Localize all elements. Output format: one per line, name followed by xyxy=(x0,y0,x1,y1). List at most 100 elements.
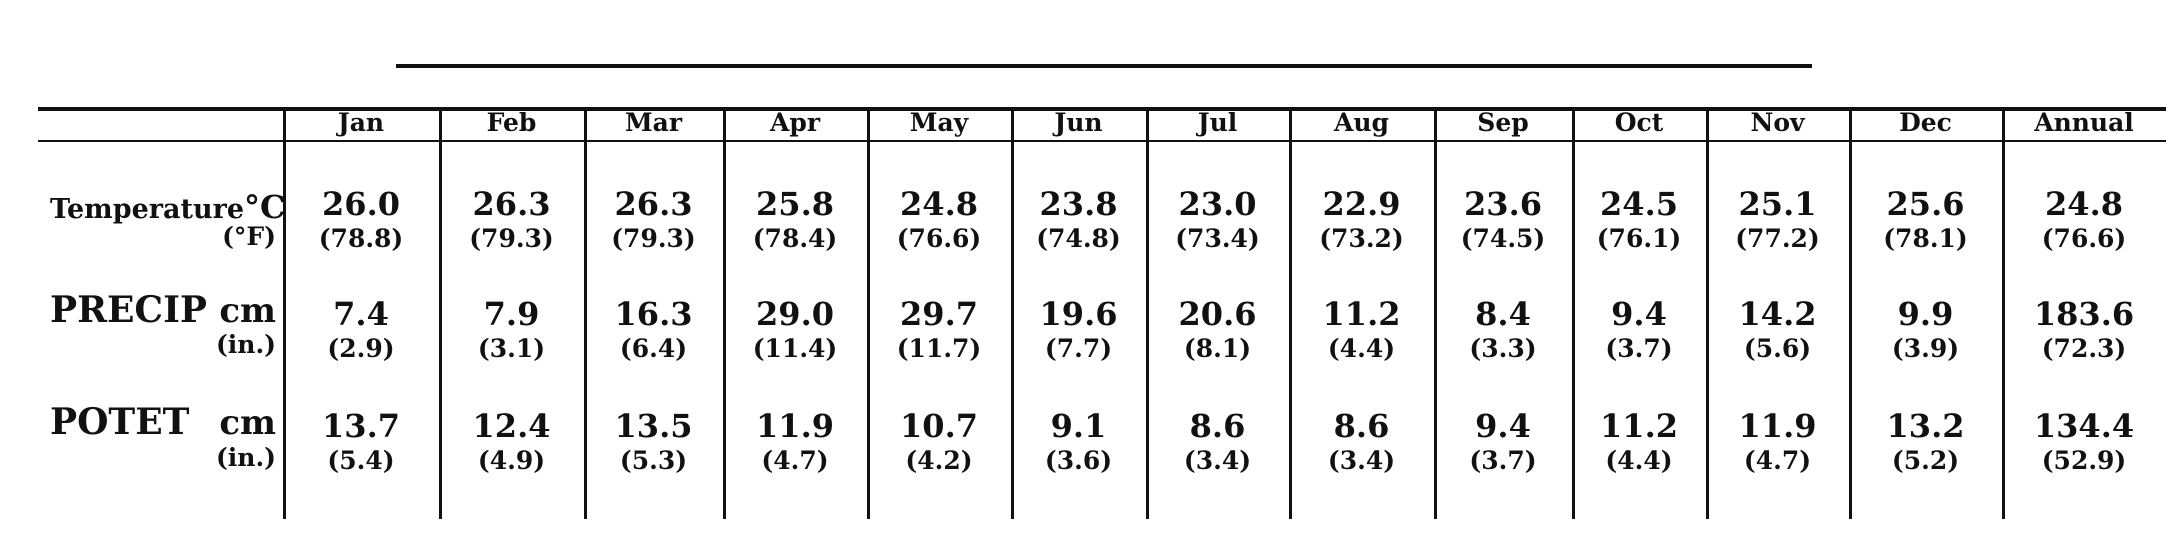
column-divider xyxy=(584,109,587,519)
potet-value: 13.7 xyxy=(322,407,400,445)
temperature-value: 23.6 xyxy=(1464,185,1542,223)
temperature-unit: °C xyxy=(244,188,286,226)
temperature-value: 26.3 xyxy=(472,185,551,223)
column-header-feb: Feb xyxy=(486,108,537,137)
temperature-alt-value: (79.3) xyxy=(469,224,554,253)
potet-alt-value: (5.4) xyxy=(327,446,395,475)
precip-alt-value: (7.7) xyxy=(1044,334,1113,363)
precip-value: 20.6 xyxy=(1178,295,1257,333)
column-header-nov: Nov xyxy=(1750,108,1805,137)
potet-value: 13.5 xyxy=(614,407,693,445)
potet-value: 10.7 xyxy=(900,407,978,445)
precip-value: 8.4 xyxy=(1475,295,1531,333)
precip-value: 9.4 xyxy=(1611,295,1667,333)
precip-value: 7.9 xyxy=(483,295,540,333)
potet-value: 8.6 xyxy=(1189,407,1246,445)
temperature-alt-value: (73.2) xyxy=(1319,224,1404,253)
temperature-alt-value: (76.6) xyxy=(896,224,982,253)
temperature-alt-value: (79.3) xyxy=(611,224,696,253)
potet-alt-value: (5.3) xyxy=(619,446,688,475)
potet-value: 13.2 xyxy=(1886,407,1965,445)
potet-alt-value: (4.2) xyxy=(905,446,973,475)
temperature-alt-value: (76.1) xyxy=(1596,224,1682,253)
potet-label: POTET xyxy=(50,401,190,443)
precip-value: 11.2 xyxy=(1322,295,1401,333)
temperature-value: 25.6 xyxy=(1886,185,1965,223)
precip-value: 183.6 xyxy=(2033,295,2135,333)
column-divider xyxy=(1572,109,1575,519)
temperature-alt-value: (73.4) xyxy=(1175,224,1260,253)
column-divider xyxy=(1011,109,1014,519)
temperature-value: 22.9 xyxy=(1322,185,1401,223)
column-header-oct: Oct xyxy=(1614,108,1664,137)
row-label-potet: POTET xyxy=(50,401,189,443)
column-divider xyxy=(1434,109,1437,519)
temperature-alt-value: (74.8) xyxy=(1036,224,1121,253)
potet-alt-value: (4.9) xyxy=(477,446,546,475)
temperature-value: 24.5 xyxy=(1600,185,1678,223)
column-header-jun: Jun xyxy=(1054,108,1103,137)
precip-alt-value: (8.1) xyxy=(1183,334,1252,363)
temperature-alt-value: (78.4) xyxy=(752,224,838,253)
potet-alt-value: (3.7) xyxy=(1469,446,1537,475)
precip-alt-value: (6.4) xyxy=(619,334,688,363)
potet-alt-value: (3.4) xyxy=(1183,446,1252,475)
temperature-alt-value: (78.8) xyxy=(318,224,404,253)
temperature-value: 25.1 xyxy=(1738,185,1817,223)
column-header-jul: Jul xyxy=(1197,108,1238,137)
precip-alt-value: (3.3) xyxy=(1469,334,1537,363)
precip-alt-value: (11.4) xyxy=(752,334,838,363)
potet-alt-unit: (in.) xyxy=(215,443,276,472)
temperature-value: 24.8 xyxy=(900,185,978,223)
column-header-aug: Aug xyxy=(1333,108,1390,137)
temperature-alt-unit: (°F) xyxy=(222,222,276,251)
potet-alt-value: (4.7) xyxy=(1743,446,1812,475)
precip-alt-unit: (in.) xyxy=(215,330,276,359)
precip-alt-value: (3.7) xyxy=(1605,334,1673,363)
potet-value: 9.1 xyxy=(1050,407,1107,445)
temperature-alt-value: (78.1) xyxy=(1883,224,1968,253)
row-label-temperature: Temperature°C xyxy=(50,188,286,226)
precip-alt-value: (4.4) xyxy=(1327,334,1396,363)
potet-alt-value: (3.4) xyxy=(1327,446,1396,475)
temperature-alt-value: (77.2) xyxy=(1735,224,1820,253)
column-divider xyxy=(867,109,870,519)
precip-value: 29.0 xyxy=(756,295,834,333)
potet-value: 11.2 xyxy=(1600,407,1678,445)
column-divider xyxy=(1706,109,1709,519)
column-header-sep: Sep xyxy=(1477,108,1529,137)
temperature-value: 23.8 xyxy=(1039,185,1118,223)
temperature-alt-value: (76.6) xyxy=(2041,224,2127,253)
potet-value: 11.9 xyxy=(1738,407,1817,445)
potet-value: 8.6 xyxy=(1333,407,1390,445)
potet-alt-value: (52.9) xyxy=(2041,446,2127,475)
column-divider xyxy=(1289,109,1292,519)
title-rule xyxy=(396,64,1812,68)
column-divider xyxy=(2002,109,2005,519)
potet-value: 134.4 xyxy=(2033,407,2135,445)
column-header-dec: Dec xyxy=(1899,108,1952,137)
column-header-mar: Mar xyxy=(624,108,683,137)
column-header-jan: Jan xyxy=(337,108,385,137)
potet-value: 12.4 xyxy=(472,407,551,445)
precip-value: 14.2 xyxy=(1738,295,1817,333)
column-header-may: May xyxy=(909,108,969,137)
potet-alt-value: (5.2) xyxy=(1891,446,1960,475)
potet-alt-value: (4.4) xyxy=(1605,446,1673,475)
temperature-alt-value: (74.5) xyxy=(1460,224,1546,253)
precip-alt-value: (5.6) xyxy=(1743,334,1812,363)
temperature-label: Temperature xyxy=(50,194,245,225)
precip-unit: cm xyxy=(219,291,276,331)
temperature-value: 26.0 xyxy=(322,185,400,223)
table-top-rule xyxy=(38,107,2166,111)
column-divider xyxy=(439,109,442,519)
precip-alt-value: (72.3) xyxy=(2041,334,2127,363)
potet-alt-value: (3.6) xyxy=(1044,446,1113,475)
precip-value: 16.3 xyxy=(614,295,693,333)
precip-value: 29.7 xyxy=(900,295,978,333)
precip-value: 9.9 xyxy=(1897,295,1954,333)
potet-value: 9.4 xyxy=(1475,407,1531,445)
header-bottom-rule xyxy=(38,140,2166,142)
column-divider xyxy=(283,109,286,519)
temperature-value: 24.8 xyxy=(2045,185,2123,223)
